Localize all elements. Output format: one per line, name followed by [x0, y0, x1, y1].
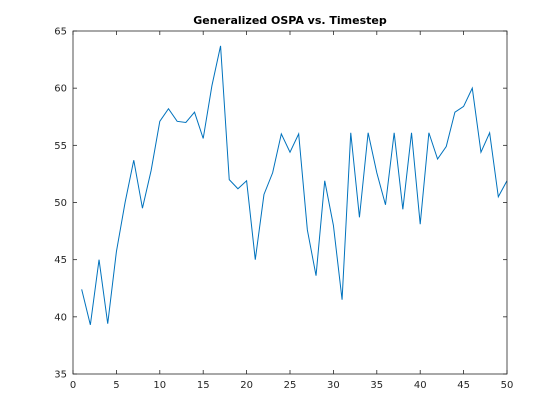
y-tick-label: 50 — [54, 198, 67, 209]
plot-area-border — [72, 30, 508, 375]
x-tick-label: 35 — [370, 380, 383, 391]
y-tick-label: 40 — [54, 312, 67, 323]
x-tick-label: 5 — [113, 380, 119, 391]
x-tick-label: 30 — [327, 380, 340, 391]
x-tick-label: 40 — [414, 380, 427, 391]
x-tick-label: 45 — [457, 380, 470, 391]
x-tick-label: 25 — [284, 380, 297, 391]
y-tick-label: 55 — [54, 141, 67, 152]
series-line — [81, 45, 508, 325]
x-axis: 0 5 10 15 20 25 30 35 40 45 50 — [70, 31, 514, 391]
x-tick-label: 15 — [197, 380, 210, 391]
x-tick-label: 50 — [501, 380, 514, 391]
series-group — [81, 45, 508, 325]
y-tick-label: 60 — [54, 84, 67, 95]
x-tick-label: 0 — [70, 380, 76, 391]
chart-title: Generalized OSPA vs. Timestep — [193, 14, 387, 27]
y-tick-label: 35 — [54, 370, 67, 381]
y-tick-label: 65 — [54, 27, 67, 38]
y-axis: 35 40 45 50 55 60 65 — [54, 27, 507, 381]
x-tick-label: 10 — [153, 380, 166, 391]
x-tick-label: 20 — [240, 380, 253, 391]
y-tick-label: 45 — [54, 255, 67, 266]
